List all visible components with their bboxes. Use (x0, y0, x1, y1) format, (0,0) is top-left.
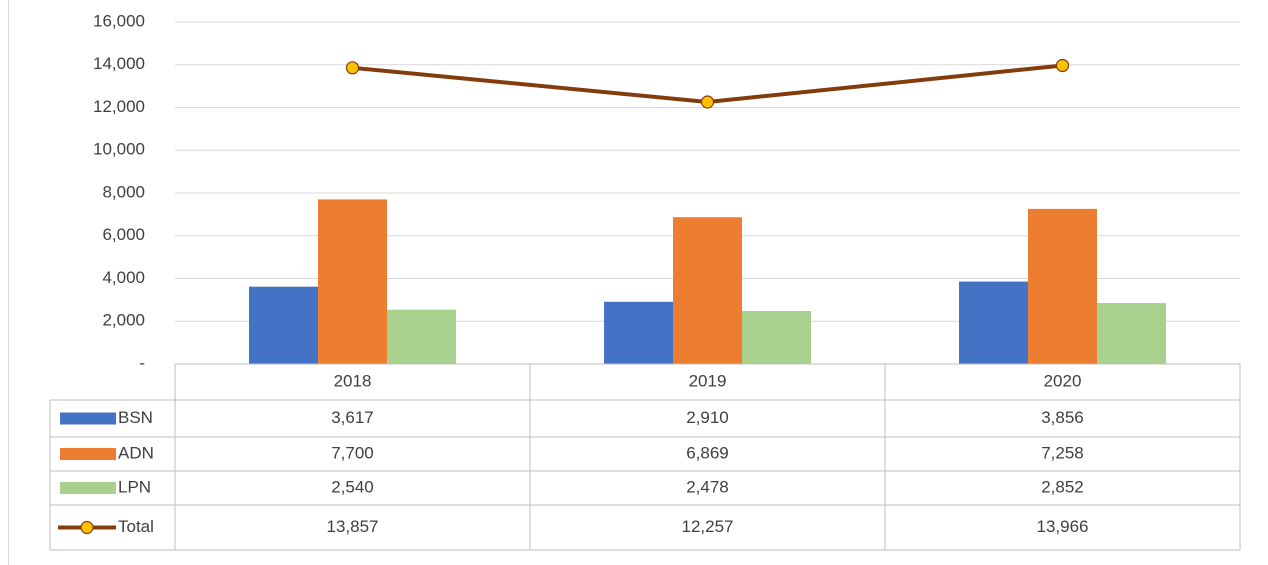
table-value: 7,700 (331, 443, 374, 462)
bar (742, 311, 811, 364)
y-tick-label: 6,000 (102, 225, 145, 244)
bar (959, 281, 1028, 364)
y-tick-label: - (139, 353, 145, 372)
legend-label: BSN (118, 408, 153, 427)
table-value: 2,852 (1041, 477, 1084, 496)
line-marker (345, 61, 360, 75)
table-value: 2,540 (331, 477, 374, 496)
bar (604, 301, 673, 364)
bar (1097, 303, 1166, 364)
y-tick-label: 16,000 (93, 11, 145, 30)
y-tick-label: 2,000 (102, 311, 145, 330)
table-value: 6,869 (686, 443, 729, 462)
table-value: 3,856 (1041, 408, 1084, 427)
table-value: 3,617 (331, 408, 374, 427)
x-tick-label: 2019 (689, 371, 727, 390)
table-value: 2,478 (686, 477, 729, 496)
table-value: 13,966 (1037, 517, 1089, 536)
y-tick-label: 10,000 (93, 140, 145, 159)
table-value: 13,857 (327, 517, 379, 536)
bar (318, 199, 387, 364)
table-value: 12,257 (682, 517, 734, 536)
bar (673, 217, 742, 364)
legend-label: LPN (118, 477, 151, 496)
line-marker (700, 95, 715, 109)
legend-label: ADN (118, 443, 154, 462)
x-tick-label: 2018 (334, 371, 372, 390)
legend-key (60, 412, 116, 425)
table-value: 2,910 (686, 408, 729, 427)
y-tick-label: 14,000 (93, 54, 145, 73)
line-marker (1055, 58, 1070, 73)
bar (249, 286, 318, 364)
legend-key-marker (80, 520, 94, 535)
legend-label: Total (118, 517, 154, 536)
legend-key (60, 448, 116, 460)
table-value: 7,258 (1041, 443, 1084, 462)
bar (1028, 208, 1097, 364)
bar (387, 309, 456, 364)
y-tick-label: 12,000 (93, 97, 145, 116)
x-tick-label: 2020 (1044, 371, 1082, 390)
y-tick-label: 4,000 (102, 268, 145, 287)
legend-key (60, 482, 116, 494)
y-tick-label: 8,000 (102, 182, 145, 201)
